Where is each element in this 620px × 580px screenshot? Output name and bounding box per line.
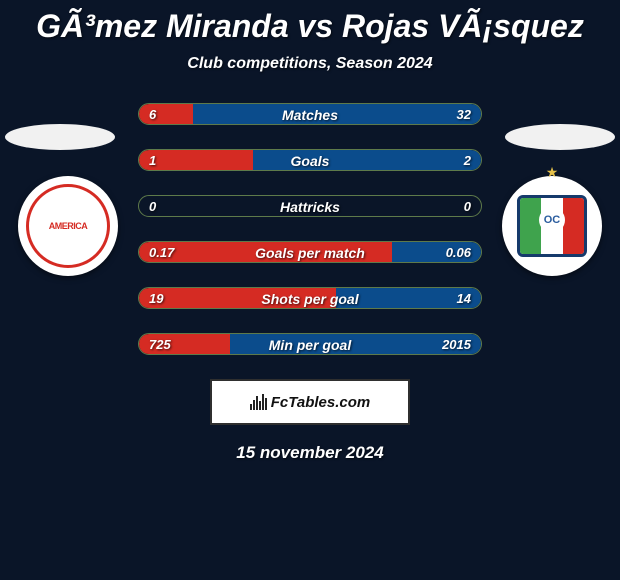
stat-row: Matches6 32	[138, 103, 482, 125]
stat-row: Shots per goal19 14	[138, 287, 482, 309]
page-subtitle: Club competitions, Season 2024	[0, 55, 620, 73]
stat-label: Goals	[139, 150, 481, 170]
chart-icon	[250, 394, 267, 410]
stat-value-left: 0.17	[149, 242, 174, 262]
attribution-badge: FcTables.com	[210, 379, 410, 425]
page-title: GÃ³mez Miranda vs Rojas VÃ¡squez	[0, 0, 620, 45]
stat-label: Matches	[139, 104, 481, 124]
stat-label: Min per goal	[139, 334, 481, 354]
stat-row: Goals per match0.17 0.06	[138, 241, 482, 263]
stat-label: Goals per match	[139, 242, 481, 262]
date-text: 15 november 2024	[0, 443, 620, 463]
attribution-text: FcTables.com	[271, 394, 370, 411]
stat-value-right: 14	[457, 288, 471, 308]
stat-value-left: 19	[149, 288, 163, 308]
stat-label: Shots per goal	[139, 288, 481, 308]
stat-value-left: 0	[149, 196, 156, 216]
stat-value-left: 1	[149, 150, 156, 170]
stat-row: Goals1 2	[138, 149, 482, 171]
stat-rows-container: Matches6 32 Goals1 2 Hattricks0 0 Goals per ma…	[138, 103, 482, 355]
stat-value-right: 2015	[442, 334, 471, 354]
stat-value-right: 32	[457, 104, 471, 124]
stat-row: Hattricks0 0	[138, 195, 482, 217]
stat-label: Hattricks	[139, 196, 481, 216]
stat-row: Min per goal725 2015	[138, 333, 482, 355]
stat-value-left: 725	[149, 334, 171, 354]
stat-value-right: 0	[464, 196, 471, 216]
stat-value-right: 2	[464, 150, 471, 170]
stat-value-right: 0.06	[446, 242, 471, 262]
stat-value-left: 6	[149, 104, 156, 124]
